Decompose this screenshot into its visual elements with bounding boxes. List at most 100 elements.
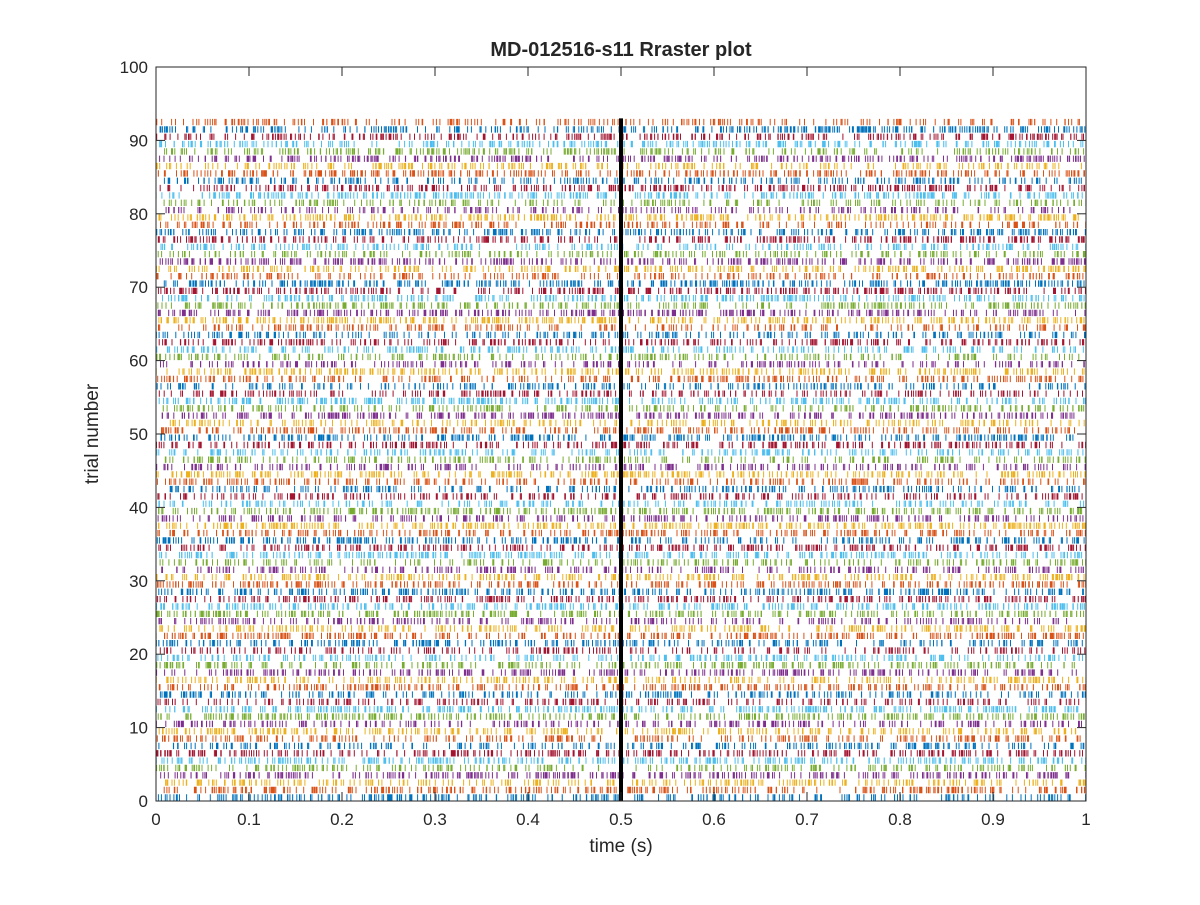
trial-15-spikes — [159, 691, 1087, 698]
trial-16-spikes — [155, 684, 1087, 691]
trial-23-spikes — [155, 632, 1084, 639]
x-tick-label: 0.5 — [609, 810, 633, 829]
x-axis-label: time (s) — [589, 836, 652, 857]
trial-10-spikes — [158, 728, 1077, 735]
trial-45-spikes — [156, 471, 1086, 478]
trial-54-spikes — [162, 405, 1085, 412]
trial-19-spikes — [156, 662, 1075, 669]
y-axis: 0 10 20 30 40 50 60 70 80 90 100 — [120, 58, 1086, 811]
trial-56-spikes — [158, 390, 1083, 397]
y-tick-label: 40 — [129, 498, 148, 517]
trial-35-spikes — [158, 544, 1086, 551]
trial-82-spikes — [163, 199, 1087, 206]
trial-61-spikes — [156, 353, 1080, 361]
trial-74-spikes — [159, 258, 1087, 265]
trial-71-spikes — [163, 280, 1085, 287]
trial-42-spikes — [157, 493, 1083, 500]
trial-90-spikes — [159, 140, 1084, 148]
trial-32-spikes — [161, 566, 1084, 573]
trial-67-spikes — [157, 309, 1086, 317]
x-tick-label: 0.1 — [237, 810, 261, 829]
trial-81-spikes — [165, 207, 1071, 214]
trial-24-spikes — [159, 625, 1086, 632]
trial-52-spikes — [169, 419, 1085, 427]
x-tick-label: 0.7 — [795, 810, 819, 829]
trial-34-spikes — [159, 551, 1083, 559]
chart-title: MD-012516-s11 Rraster plot — [490, 39, 752, 61]
trial-68-spikes — [157, 302, 1086, 309]
trial-58-spikes — [157, 375, 1084, 383]
trial-8-spikes — [158, 742, 1085, 750]
trial-2-spikes — [163, 786, 1086, 794]
trial-69-spikes — [162, 295, 1085, 302]
trial-27-spikes — [156, 603, 1085, 610]
trial-3-spikes — [165, 779, 1086, 786]
trial-66-spikes — [158, 317, 1085, 324]
x-tick-label: 0.4 — [516, 810, 540, 829]
x-tick-label: 0 — [151, 810, 160, 829]
trial-48-spikes — [156, 449, 1084, 456]
trial-89-spikes — [164, 148, 1085, 155]
trial-9-spikes — [156, 735, 1081, 742]
trial-86-spikes — [157, 170, 1085, 177]
x-tick-label: 1 — [1081, 810, 1090, 829]
trial-26-spikes — [155, 610, 1085, 617]
trial-50-spikes — [160, 434, 1074, 441]
spike-raster — [155, 118, 1087, 801]
trial-36-spikes — [156, 537, 1085, 544]
trial-91-spikes — [155, 133, 1084, 140]
y-tick-label: 10 — [129, 719, 148, 738]
trial-18-spikes — [156, 669, 1077, 676]
trial-1-spikes — [157, 794, 1087, 801]
trial-55-spikes — [158, 397, 1086, 405]
y-axis-label: trial number — [82, 383, 103, 484]
y-tick-label: 60 — [129, 352, 148, 371]
trial-73-spikes — [156, 265, 1086, 272]
trial-88-spikes — [159, 155, 1085, 162]
trial-20-spikes — [157, 654, 1083, 661]
trial-65-spikes — [158, 324, 1086, 331]
trial-28-spikes — [155, 596, 1086, 603]
y-tick-label: 80 — [129, 205, 148, 224]
trial-64-spikes — [155, 331, 1086, 339]
trial-84-spikes — [159, 184, 1085, 192]
trial-13-spikes — [156, 706, 1079, 713]
trial-85-spikes — [163, 177, 1082, 184]
trial-25-spikes — [158, 618, 1068, 625]
trial-5-spikes — [156, 764, 1086, 772]
trial-40-spikes — [158, 507, 1083, 515]
trial-77-spikes — [157, 236, 1085, 243]
trial-53-spikes — [161, 412, 1075, 419]
y-tick-label: 100 — [120, 58, 148, 77]
trial-33-spikes — [159, 559, 1087, 566]
trial-12-spikes — [157, 713, 1085, 720]
y-tick-label: 20 — [129, 645, 148, 664]
trial-11-spikes — [155, 720, 1082, 728]
trial-62-spikes — [156, 346, 1084, 353]
trial-60-spikes — [160, 361, 1085, 368]
trial-76-spikes — [160, 243, 1087, 250]
trial-41-spikes — [155, 500, 1085, 507]
trial-39-spikes — [157, 515, 1084, 522]
trial-57-spikes — [156, 383, 1086, 390]
trial-72-spikes — [156, 273, 1084, 280]
trial-63-spikes — [158, 339, 1085, 346]
trial-21-spikes — [159, 647, 1086, 654]
trial-7-spikes — [156, 750, 1083, 757]
trial-92-spikes — [159, 126, 1086, 133]
y-tick-label: 30 — [129, 572, 148, 591]
trial-78-spikes — [155, 229, 1086, 236]
y-tick-label: 70 — [129, 278, 148, 297]
trial-4-spikes — [160, 772, 1087, 779]
trial-29-spikes — [158, 588, 1084, 595]
trial-37-spikes — [157, 529, 1086, 537]
trial-14-spikes — [157, 698, 1080, 706]
trial-30-spikes — [157, 581, 1087, 588]
x-tick-label: 0.9 — [981, 810, 1005, 829]
trial-44-spikes — [156, 478, 1086, 485]
trial-93-spikes — [156, 118, 1080, 126]
x-tick-label: 0.6 — [702, 810, 726, 829]
x-axis: 0 0.1 0.2 0.3 0.4 0.5 0.6 0.7 0.8 0.9 1 — [151, 67, 1091, 829]
